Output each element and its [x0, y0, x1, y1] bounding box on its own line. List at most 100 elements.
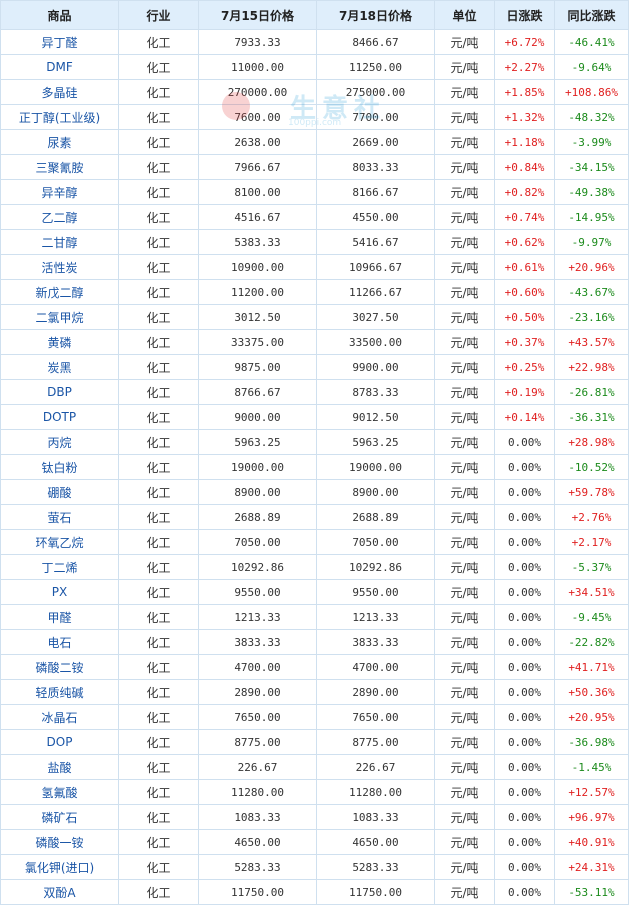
- daily-change-cell: 0.00%: [494, 754, 555, 780]
- price-jul15-cell: 4516.67: [198, 204, 317, 230]
- daily-change-cell: 0.00%: [494, 679, 555, 705]
- industry-cell: 化工: [118, 804, 199, 830]
- industry-cell: 化工: [118, 454, 199, 480]
- product-name-link[interactable]: 盐酸: [0, 754, 119, 780]
- price-jul18-cell: 11280.00: [316, 779, 435, 805]
- price-jul18-cell: 4700.00: [316, 654, 435, 680]
- unit-cell: 元/吨: [434, 154, 495, 180]
- product-name-link[interactable]: 磷酸二铵: [0, 654, 119, 680]
- product-name-link[interactable]: 三聚氰胺: [0, 154, 119, 180]
- price-jul18-cell: 8783.33: [316, 379, 435, 405]
- product-name-link[interactable]: 硼酸: [0, 479, 119, 505]
- table-row: DOTP 化工 9000.00 9012.50 元/吨 +0.14% -36.31%: [0, 404, 629, 430]
- table-row: 电石 化工 3833.33 3833.33 元/吨 0.00% -22.82%: [0, 629, 629, 655]
- product-name-link[interactable]: 磷酸一铵: [0, 829, 119, 855]
- yoy-change-cell: -46.41%: [554, 29, 629, 55]
- daily-change-cell: 0.00%: [494, 504, 555, 530]
- header-unit: 单位: [434, 0, 495, 30]
- daily-change-cell: +0.74%: [494, 204, 555, 230]
- unit-cell: 元/吨: [434, 104, 495, 130]
- daily-change-cell: +0.82%: [494, 179, 555, 205]
- yoy-change-cell: -26.81%: [554, 379, 629, 405]
- industry-cell: 化工: [118, 729, 199, 755]
- product-name-link[interactable]: 冰晶石: [0, 704, 119, 730]
- product-name-link[interactable]: 双酚A: [0, 879, 119, 905]
- daily-change-cell: 0.00%: [494, 829, 555, 855]
- table-row: 尿素 化工 2638.00 2669.00 元/吨 +1.18% -3.99%: [0, 129, 629, 155]
- price-jul18-cell: 7650.00: [316, 704, 435, 730]
- product-name-link[interactable]: DMF: [0, 54, 119, 80]
- product-name-link[interactable]: 二氯甲烷: [0, 304, 119, 330]
- price-jul18-cell: 5283.33: [316, 854, 435, 880]
- price-jul15-cell: 3833.33: [198, 629, 317, 655]
- industry-cell: 化工: [118, 854, 199, 880]
- product-name-link[interactable]: 炭黑: [0, 354, 119, 380]
- product-name-link[interactable]: 新戊二醇: [0, 279, 119, 305]
- product-name-link[interactable]: 电石: [0, 629, 119, 655]
- product-name-link[interactable]: 环氧乙烷: [0, 529, 119, 555]
- unit-cell: 元/吨: [434, 679, 495, 705]
- table-row: 磷矿石 化工 1083.33 1083.33 元/吨 0.00% +96.97%: [0, 804, 629, 830]
- unit-cell: 元/吨: [434, 704, 495, 730]
- unit-cell: 元/吨: [434, 354, 495, 380]
- yoy-change-cell: -36.98%: [554, 729, 629, 755]
- product-name-link[interactable]: 黄磷: [0, 329, 119, 355]
- price-jul15-cell: 1083.33: [198, 804, 317, 830]
- unit-cell: 元/吨: [434, 29, 495, 55]
- product-name-link[interactable]: PX: [0, 579, 119, 605]
- yoy-change-cell: -1.45%: [554, 754, 629, 780]
- unit-cell: 元/吨: [434, 204, 495, 230]
- table-row: PX 化工 9550.00 9550.00 元/吨 0.00% +34.51%: [0, 579, 629, 605]
- industry-cell: 化工: [118, 654, 199, 680]
- price-jul18-cell: 226.67: [316, 754, 435, 780]
- industry-cell: 化工: [118, 629, 199, 655]
- product-name-link[interactable]: 正丁醇(工业级): [0, 104, 119, 130]
- yoy-change-cell: +43.57%: [554, 329, 629, 355]
- unit-cell: 元/吨: [434, 754, 495, 780]
- product-name-link[interactable]: DOTP: [0, 404, 119, 430]
- yoy-change-cell: -53.11%: [554, 879, 629, 905]
- product-name-link[interactable]: 二甘醇: [0, 229, 119, 255]
- product-name-link[interactable]: 磷矿石: [0, 804, 119, 830]
- price-jul18-cell: 9900.00: [316, 354, 435, 380]
- price-jul18-cell: 5416.67: [316, 229, 435, 255]
- table-row: 氯化钾(进口) 化工 5283.33 5283.33 元/吨 0.00% +24.31%: [0, 854, 629, 880]
- daily-change-cell: 0.00%: [494, 804, 555, 830]
- industry-cell: 化工: [118, 429, 199, 455]
- product-name-link[interactable]: 氯化钾(进口): [0, 854, 119, 880]
- product-name-link[interactable]: 钛白粉: [0, 454, 119, 480]
- product-name-link[interactable]: 甲醛: [0, 604, 119, 630]
- yoy-change-cell: +20.96%: [554, 254, 629, 280]
- price-jul15-cell: 7600.00: [198, 104, 317, 130]
- yoy-change-cell: -5.37%: [554, 554, 629, 580]
- product-name-link[interactable]: DOP: [0, 729, 119, 755]
- product-name-link[interactable]: 活性炭: [0, 254, 119, 280]
- product-name-link[interactable]: 丁二烯: [0, 554, 119, 580]
- product-name-link[interactable]: 异丁醛: [0, 29, 119, 55]
- price-jul15-cell: 33375.00: [198, 329, 317, 355]
- product-name-link[interactable]: 乙二醇: [0, 204, 119, 230]
- daily-change-cell: 0.00%: [494, 554, 555, 580]
- table-row: 二氯甲烷 化工 3012.50 3027.50 元/吨 +0.50% -23.16%: [0, 304, 629, 330]
- price-jul18-cell: 8166.67: [316, 179, 435, 205]
- product-name-link[interactable]: 萤石: [0, 504, 119, 530]
- yoy-change-cell: -14.95%: [554, 204, 629, 230]
- product-name-link[interactable]: 多晶硅: [0, 79, 119, 105]
- table-row: 盐酸 化工 226.67 226.67 元/吨 0.00% -1.45%: [0, 754, 629, 780]
- table-row: 活性炭 化工 10900.00 10966.67 元/吨 +0.61% +20.96%: [0, 254, 629, 280]
- yoy-change-cell: -22.82%: [554, 629, 629, 655]
- product-name-link[interactable]: DBP: [0, 379, 119, 405]
- product-name-link[interactable]: 异辛醇: [0, 179, 119, 205]
- product-name-link[interactable]: 氢氟酸: [0, 779, 119, 805]
- product-name-link[interactable]: 丙烷: [0, 429, 119, 455]
- price-jul15-cell: 11200.00: [198, 279, 317, 305]
- daily-change-cell: +2.27%: [494, 54, 555, 80]
- product-name-link[interactable]: 尿素: [0, 129, 119, 155]
- price-jul15-cell: 2638.00: [198, 129, 317, 155]
- product-name-link[interactable]: 轻质纯碱: [0, 679, 119, 705]
- table-row: 磷酸一铵 化工 4650.00 4650.00 元/吨 0.00% +40.91%: [0, 829, 629, 855]
- price-jul18-cell: 8775.00: [316, 729, 435, 755]
- industry-cell: 化工: [118, 204, 199, 230]
- industry-cell: 化工: [118, 779, 199, 805]
- table-row: 双酚A 化工 11750.00 11750.00 元/吨 0.00% -53.11%: [0, 879, 629, 905]
